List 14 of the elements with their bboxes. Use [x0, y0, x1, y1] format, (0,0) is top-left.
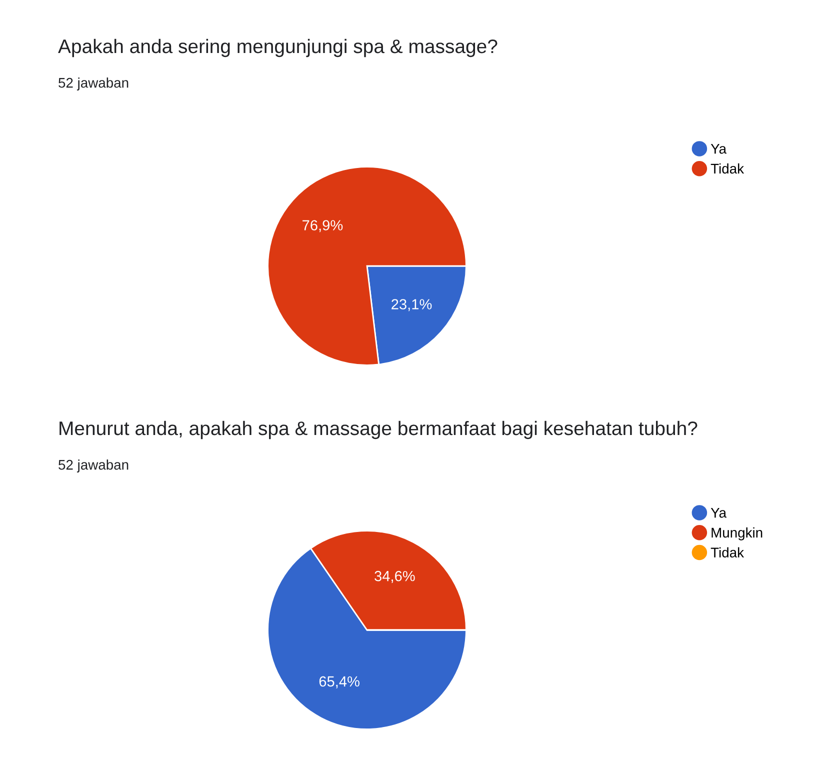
data-label: 76,9%: [302, 220, 343, 232]
legend-label: Ya: [710, 508, 727, 518]
pie-slice: [267, 166, 467, 366]
data-label: 23,1%: [392, 299, 432, 312]
data-label: 34,6%: [374, 570, 415, 583]
legend-label: Tidak: [710, 163, 744, 174]
legend-label: Ya: [710, 144, 727, 154]
chart-title: Apakah anda sering mengunjungi spa & massage?: [58, 38, 498, 58]
chart-title: Menurut anda, apakah spa & massage bermanfaat bagi kesehatan tubuh?: [60, 420, 698, 440]
legend-label: Mungkin: [712, 527, 762, 540]
text: 52 jawaban: [58, 460, 128, 472]
data-label: 65,4%: [319, 676, 360, 688]
text: 52 jawaban: [58, 78, 128, 90]
legend-label: Tidak: [710, 547, 744, 558]
